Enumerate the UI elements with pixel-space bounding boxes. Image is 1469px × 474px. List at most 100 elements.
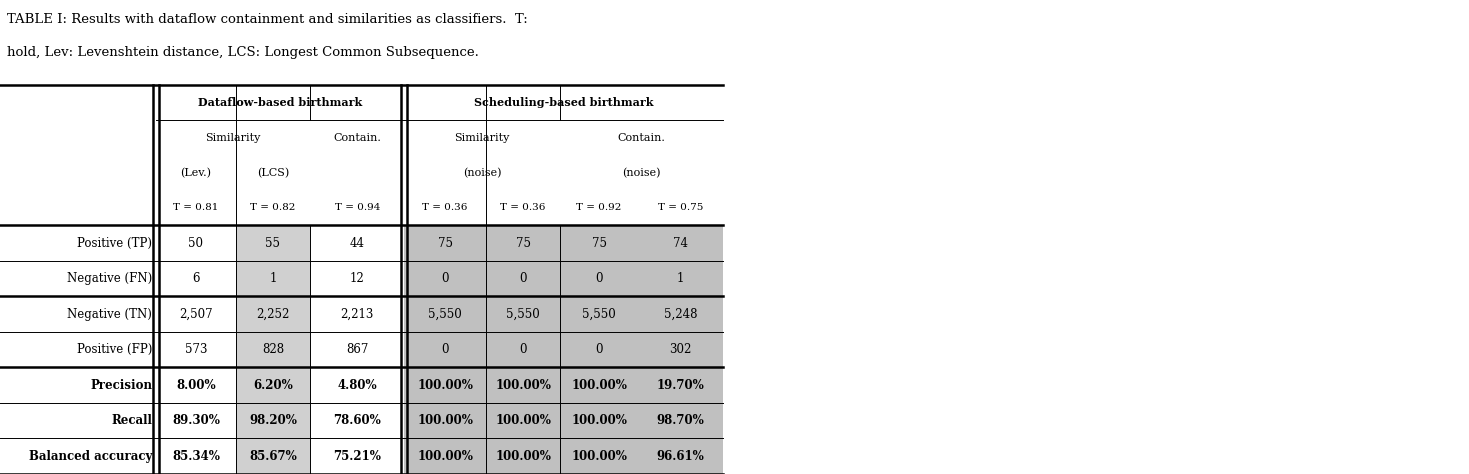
- Text: 0: 0: [519, 343, 527, 356]
- Bar: [0, 367, 156, 403]
- Text: T = 0.75: T = 0.75: [658, 203, 704, 212]
- Text: 0: 0: [441, 272, 450, 285]
- Text: Contain.: Contain.: [618, 133, 665, 143]
- Text: Contain.: Contain.: [333, 133, 380, 143]
- Text: 2,252: 2,252: [256, 308, 289, 320]
- Bar: [560, 403, 638, 438]
- Text: 100.00%: 100.00%: [571, 414, 627, 427]
- Bar: [156, 261, 237, 296]
- Bar: [0, 261, 156, 296]
- Text: Positive (FP): Positive (FP): [76, 343, 153, 356]
- Bar: [486, 225, 560, 261]
- Bar: [0, 296, 156, 332]
- Bar: [486, 296, 560, 332]
- Text: 0: 0: [595, 343, 602, 356]
- Bar: [237, 367, 310, 403]
- Bar: [310, 296, 404, 332]
- Text: 5,248: 5,248: [664, 308, 698, 320]
- Bar: [310, 367, 404, 403]
- Bar: [560, 225, 638, 261]
- Text: T = 0.81: T = 0.81: [173, 203, 219, 212]
- Text: T = 0.94: T = 0.94: [335, 203, 380, 212]
- Text: 100.00%: 100.00%: [495, 450, 551, 463]
- Bar: [237, 296, 310, 332]
- Text: 96.61%: 96.61%: [657, 450, 705, 463]
- Bar: [560, 296, 638, 332]
- Bar: [638, 225, 723, 261]
- Text: Recall: Recall: [112, 414, 153, 427]
- Text: 5,550: 5,550: [582, 308, 616, 320]
- Bar: [404, 296, 486, 332]
- Text: 89.30%: 89.30%: [172, 414, 220, 427]
- Text: Similarity: Similarity: [454, 133, 510, 143]
- Text: 2,507: 2,507: [179, 308, 213, 320]
- Bar: [156, 403, 237, 438]
- Text: (noise): (noise): [463, 168, 501, 178]
- Text: 85.67%: 85.67%: [250, 450, 297, 463]
- Text: 75: 75: [438, 237, 452, 249]
- Text: T = 0.36: T = 0.36: [423, 203, 467, 212]
- Bar: [156, 438, 237, 474]
- Text: T = 0.82: T = 0.82: [250, 203, 295, 212]
- Bar: [310, 438, 404, 474]
- Bar: [0, 85, 723, 225]
- Bar: [638, 367, 723, 403]
- Text: Balanced accuracy: Balanced accuracy: [29, 450, 153, 463]
- Bar: [237, 332, 310, 367]
- Bar: [638, 332, 723, 367]
- Bar: [310, 225, 404, 261]
- Bar: [560, 261, 638, 296]
- Text: 0: 0: [441, 343, 450, 356]
- Text: 19.70%: 19.70%: [657, 379, 705, 392]
- Text: 75.21%: 75.21%: [333, 450, 380, 463]
- Text: 0: 0: [595, 272, 602, 285]
- Bar: [156, 332, 237, 367]
- Text: 44: 44: [350, 237, 364, 249]
- Text: 4.80%: 4.80%: [338, 379, 378, 392]
- Bar: [0, 438, 156, 474]
- Bar: [310, 403, 404, 438]
- Bar: [156, 367, 237, 403]
- Text: 75: 75: [592, 237, 607, 249]
- Bar: [638, 296, 723, 332]
- Text: hold, Lev: Levenshtein distance, LCS: Longest Common Subsequence.: hold, Lev: Levenshtein distance, LCS: Lo…: [7, 46, 479, 59]
- Text: 5,550: 5,550: [429, 308, 461, 320]
- Text: (noise): (noise): [623, 168, 661, 178]
- Bar: [486, 438, 560, 474]
- Text: 6: 6: [192, 272, 200, 285]
- Text: 100.00%: 100.00%: [571, 379, 627, 392]
- Text: 78.60%: 78.60%: [333, 414, 380, 427]
- Bar: [638, 403, 723, 438]
- Text: 1: 1: [269, 272, 276, 285]
- Text: (LCS): (LCS): [257, 168, 289, 178]
- Text: Negative (FN): Negative (FN): [66, 272, 153, 285]
- Bar: [0, 225, 156, 261]
- Bar: [237, 225, 310, 261]
- Text: 5,550: 5,550: [507, 308, 541, 320]
- Text: 100.00%: 100.00%: [417, 450, 473, 463]
- Text: 98.70%: 98.70%: [657, 414, 705, 427]
- Text: 6.20%: 6.20%: [253, 379, 292, 392]
- Bar: [156, 225, 237, 261]
- Bar: [404, 403, 486, 438]
- Text: T = 0.92: T = 0.92: [576, 203, 621, 212]
- Bar: [404, 438, 486, 474]
- Bar: [486, 367, 560, 403]
- Bar: [486, 332, 560, 367]
- Bar: [237, 261, 310, 296]
- Text: 8.00%: 8.00%: [176, 379, 216, 392]
- Bar: [310, 332, 404, 367]
- Text: 302: 302: [670, 343, 692, 356]
- Text: 100.00%: 100.00%: [417, 414, 473, 427]
- Text: 98.20%: 98.20%: [250, 414, 297, 427]
- Bar: [237, 438, 310, 474]
- Bar: [404, 225, 486, 261]
- Bar: [638, 438, 723, 474]
- Text: Dataflow-based birthmark: Dataflow-based birthmark: [198, 97, 363, 109]
- Text: 100.00%: 100.00%: [495, 379, 551, 392]
- Text: Positive (TP): Positive (TP): [76, 237, 153, 249]
- Bar: [404, 367, 486, 403]
- Text: 50: 50: [188, 237, 203, 249]
- Text: 573: 573: [185, 343, 207, 356]
- Bar: [404, 261, 486, 296]
